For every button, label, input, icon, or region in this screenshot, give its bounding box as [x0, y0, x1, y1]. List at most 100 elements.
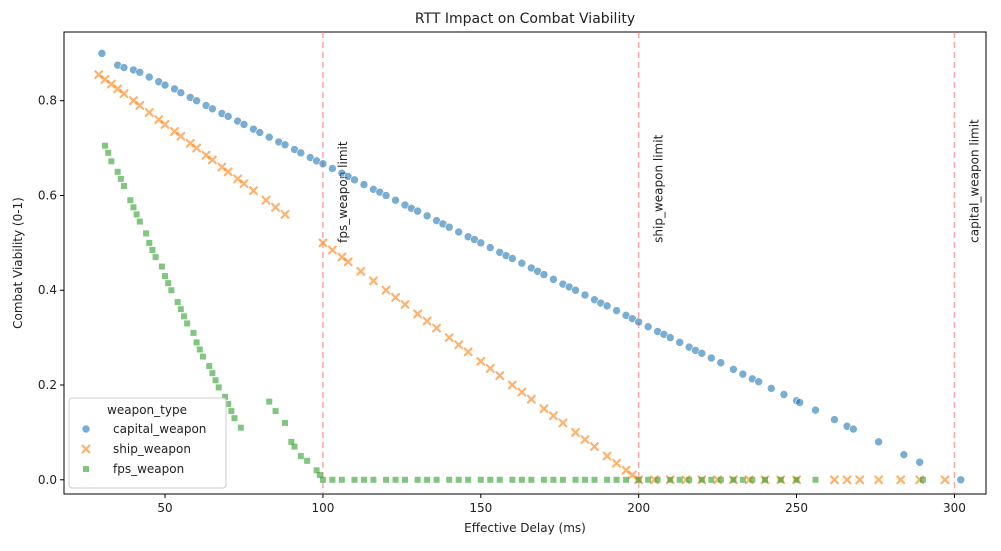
ship_weapon-point — [280, 209, 290, 219]
fps_weapon-point — [190, 329, 197, 336]
ship_weapon-point — [113, 84, 123, 94]
series-capital_weapon — [97, 49, 966, 485]
capital_weapon-point — [675, 338, 685, 347]
ship_weapon-point — [539, 404, 549, 414]
fps_weapon-point — [919, 476, 926, 483]
fps_weapon-point — [402, 476, 409, 483]
ship_weapon-point — [337, 252, 347, 262]
legend-marker — [81, 444, 91, 454]
fps_weapon-point — [127, 197, 134, 204]
capital_weapon-point — [328, 164, 337, 173]
capital_weapon-point — [508, 254, 517, 263]
fps_weapon-point — [645, 476, 652, 483]
fps_weapon-point — [196, 346, 203, 353]
capital_weapon-point — [135, 67, 145, 77]
fps_weapon-point — [667, 476, 674, 483]
ship_weapon-point — [160, 119, 170, 129]
fps_weapon-point — [717, 476, 724, 483]
capital_weapon-point — [874, 437, 883, 447]
fps_weapon-point — [272, 408, 279, 415]
fps_weapon-point — [136, 218, 143, 225]
fps_weapon-point — [635, 476, 642, 483]
fps_weapon-point — [540, 476, 547, 483]
capital_weapon-point — [580, 290, 590, 300]
fps_weapon-point — [487, 476, 494, 483]
limit-line-label: fps_weapon limit — [336, 141, 350, 243]
capital_weapon-point — [97, 49, 107, 58]
legend-marker — [83, 466, 89, 472]
ship_weapon-point — [381, 285, 391, 295]
ship_weapon-point — [239, 179, 249, 189]
fps_weapon-point — [209, 370, 216, 377]
fps_weapon-point — [146, 239, 153, 246]
ship_weapon-point — [217, 162, 227, 172]
fps_weapon-point — [158, 263, 165, 270]
capital_weapon-point — [716, 358, 726, 368]
capital_weapon-point — [612, 306, 621, 315]
fps_weapon-point — [114, 168, 121, 175]
fps_weapon-point — [338, 476, 345, 483]
fps_weapon-point — [102, 142, 109, 149]
fps_weapon-point — [793, 476, 800, 483]
capital_weapon-point — [454, 227, 463, 237]
fps_weapon-point — [581, 476, 588, 483]
ship_weapon-point — [192, 143, 202, 153]
capital_weapon-point — [485, 243, 495, 252]
capital_weapon-point — [956, 475, 966, 485]
capital_weapon-point — [422, 211, 432, 221]
ship_weapon-point — [368, 276, 378, 286]
ship_weapon-point — [170, 127, 180, 137]
capital_weapon-point — [811, 405, 820, 415]
capital_weapon-point — [539, 270, 549, 279]
fps_weapon-point — [297, 453, 304, 460]
ship_weapon-point — [271, 202, 281, 212]
fps_weapon-point — [812, 476, 819, 483]
fps_weapon-point — [168, 287, 175, 294]
fps_weapon-point — [237, 424, 244, 431]
ship_weapon-point — [233, 174, 243, 184]
ship_weapon-point — [580, 435, 590, 445]
ship_weapon-point — [223, 167, 233, 177]
ship_weapon-point — [463, 347, 473, 357]
ship_weapon-point — [444, 333, 454, 343]
capital_weapon-point — [571, 285, 580, 295]
fps_weapon-point — [212, 377, 219, 384]
capital_weapon-point — [296, 148, 306, 158]
ship_weapon-point — [589, 442, 599, 452]
ship_weapon-point — [476, 356, 486, 366]
fps_weapon-point — [351, 476, 358, 483]
ship_weapon-point — [896, 475, 906, 485]
fps_weapon-point — [446, 476, 453, 483]
fps_weapon-point — [329, 476, 336, 483]
legend-marker — [81, 424, 91, 434]
fps_weapon-point — [120, 183, 127, 189]
fps_weapon-point — [654, 476, 661, 483]
capital_weapon-point — [223, 112, 233, 121]
ship_weapon-point — [94, 70, 104, 80]
fps_weapon-point — [313, 467, 320, 474]
legend-title: weapon_type — [107, 403, 187, 417]
capital_weapon-point — [899, 450, 909, 459]
capital_weapon-point — [176, 88, 186, 97]
y-tick-label: 0.6 — [38, 188, 57, 202]
ship_weapon-point — [185, 138, 195, 148]
fps_weapon-point — [291, 443, 298, 450]
fps_weapon-point — [152, 254, 159, 261]
fps_weapon-point — [133, 211, 140, 218]
capital_weapon-point — [381, 191, 391, 200]
ship_weapon-point — [318, 238, 328, 248]
legend-item-ship_weapon: ship_weapon — [81, 442, 191, 456]
x-axis-label: Effective Delay (ms) — [464, 521, 586, 535]
ship_weapon-point — [201, 150, 211, 160]
capital_weapon-point — [208, 104, 217, 114]
fps_weapon-point — [455, 476, 462, 483]
fps_weapon-point — [572, 476, 579, 483]
ship_weapon-point — [507, 380, 517, 390]
y-tick-label: 0.0 — [38, 473, 57, 487]
ship_weapon-point — [495, 371, 505, 381]
fps_weapon-point — [149, 246, 156, 253]
capital_weapon-point — [350, 175, 359, 185]
fps_weapon-point — [105, 149, 112, 156]
legend-item-fps_weapon: fps_weapon — [83, 462, 184, 476]
